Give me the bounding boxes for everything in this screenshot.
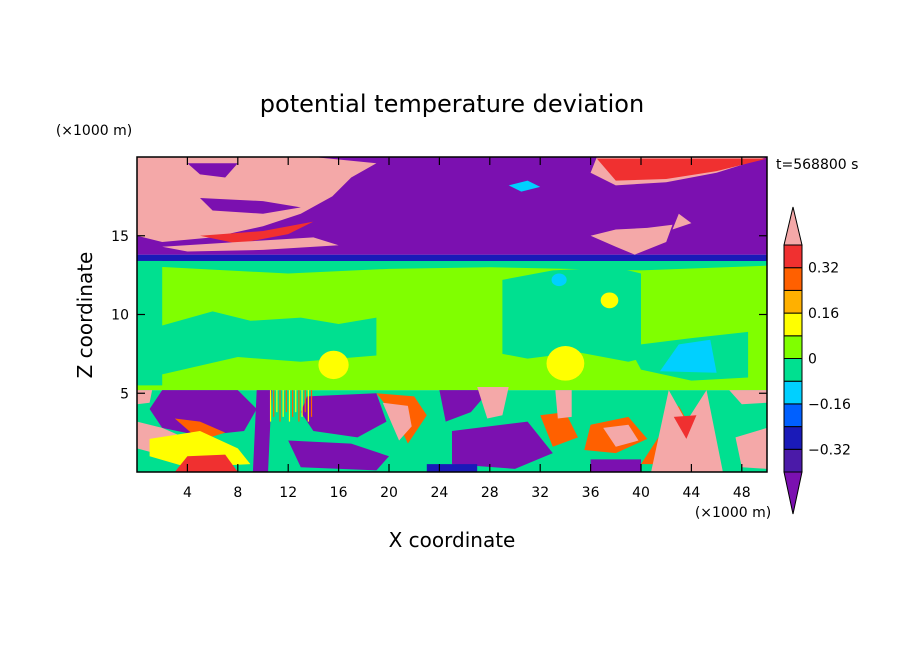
contour-field xyxy=(137,157,767,472)
contour-patch xyxy=(729,390,767,405)
colorbar-tick-label: −0.32 xyxy=(808,442,851,458)
contour-patch xyxy=(149,390,257,436)
x-tick-label: 12 xyxy=(279,485,297,501)
contour-patch xyxy=(137,157,377,243)
x-tick-label: 48 xyxy=(733,485,751,501)
contour-region xyxy=(590,459,641,472)
colorbar: −0.32 −0.16 0 0.16 0.32 xyxy=(783,206,851,515)
chart-title: potential temperature deviation xyxy=(260,90,644,118)
x-tick-label: 36 xyxy=(582,485,600,501)
contour-patch xyxy=(174,454,238,472)
contour-patch xyxy=(508,180,541,192)
y-tick-label: 15 xyxy=(111,229,129,245)
contour-patch xyxy=(596,158,767,181)
contour-patch xyxy=(502,267,641,362)
colorbar-box xyxy=(783,244,803,269)
x-tick-label: 44 xyxy=(682,485,700,501)
contour-patch xyxy=(603,424,639,447)
contour-patch xyxy=(300,393,387,438)
contour-region xyxy=(426,464,478,472)
y-axis-label: Z coordinate xyxy=(73,252,97,379)
contour-patch xyxy=(555,390,572,419)
contour-patch xyxy=(200,197,301,214)
x-tick-label: 8 xyxy=(233,485,242,501)
colorbar-box xyxy=(783,403,803,428)
colorbar-box xyxy=(783,358,803,382)
contour-patch xyxy=(540,412,578,447)
x-tick-label: 24 xyxy=(430,485,448,501)
x-tick-label: 16 xyxy=(330,485,348,501)
contour-patch xyxy=(590,224,673,255)
contour-blob xyxy=(546,346,585,381)
contour-patch xyxy=(187,163,238,178)
colorbar-extend-bottom xyxy=(783,471,803,515)
colorbar-tick-label: 0.16 xyxy=(808,306,839,322)
x-tick-label: 32 xyxy=(531,485,549,501)
colorbar-box xyxy=(783,448,803,473)
y-unit-label: (×1000 m) xyxy=(56,123,132,139)
contour-patch xyxy=(137,311,377,375)
contour-patch xyxy=(452,421,553,469)
colorbar-box xyxy=(783,267,803,291)
colorbar-tick-label: 0.32 xyxy=(808,261,839,277)
colorbar-tick-label: 0 xyxy=(808,352,817,368)
contour-patch xyxy=(659,339,717,373)
x-tick-label: 4 xyxy=(183,485,192,501)
x-axis: 4 8 12 16 20 24 28 32 36 40 44 48 xyxy=(183,157,751,501)
contour-patch xyxy=(439,390,490,422)
contour-patch xyxy=(673,415,697,439)
contour-patch xyxy=(137,260,767,274)
contour-patch xyxy=(200,221,314,244)
y-tick-label: 10 xyxy=(111,308,129,324)
contour-patch xyxy=(174,418,226,441)
colorbar-box xyxy=(783,289,803,314)
x-axis-label: X coordinate xyxy=(389,528,516,552)
colorbar-box xyxy=(783,426,803,450)
colorbar-box xyxy=(783,380,803,405)
y-tick-label: 5 xyxy=(120,386,129,402)
time-label: t=568800 s xyxy=(776,157,858,173)
colorbar-box xyxy=(783,312,803,337)
contour-patch xyxy=(477,386,509,419)
contour-blob xyxy=(318,350,349,380)
x-tick-label: 28 xyxy=(481,485,499,501)
contour-region xyxy=(137,254,767,263)
contour-patch xyxy=(288,440,389,471)
x-unit-label: (×1000 m) xyxy=(695,505,771,521)
colorbar-tick-label: −0.16 xyxy=(808,397,851,413)
colorbar-box xyxy=(783,335,803,359)
contour-patch xyxy=(382,402,412,441)
contour-patch xyxy=(162,237,339,252)
contour-patch xyxy=(672,213,692,230)
x-tick-label: 40 xyxy=(632,485,650,501)
x-tick-label: 20 xyxy=(380,485,398,501)
contour-patch xyxy=(252,390,272,472)
y-axis: 5 10 15 xyxy=(111,229,767,402)
contour-blob xyxy=(600,292,619,309)
colorbar-extend-top xyxy=(783,206,803,246)
contour-patch xyxy=(735,427,767,469)
contour-blob xyxy=(551,273,567,287)
